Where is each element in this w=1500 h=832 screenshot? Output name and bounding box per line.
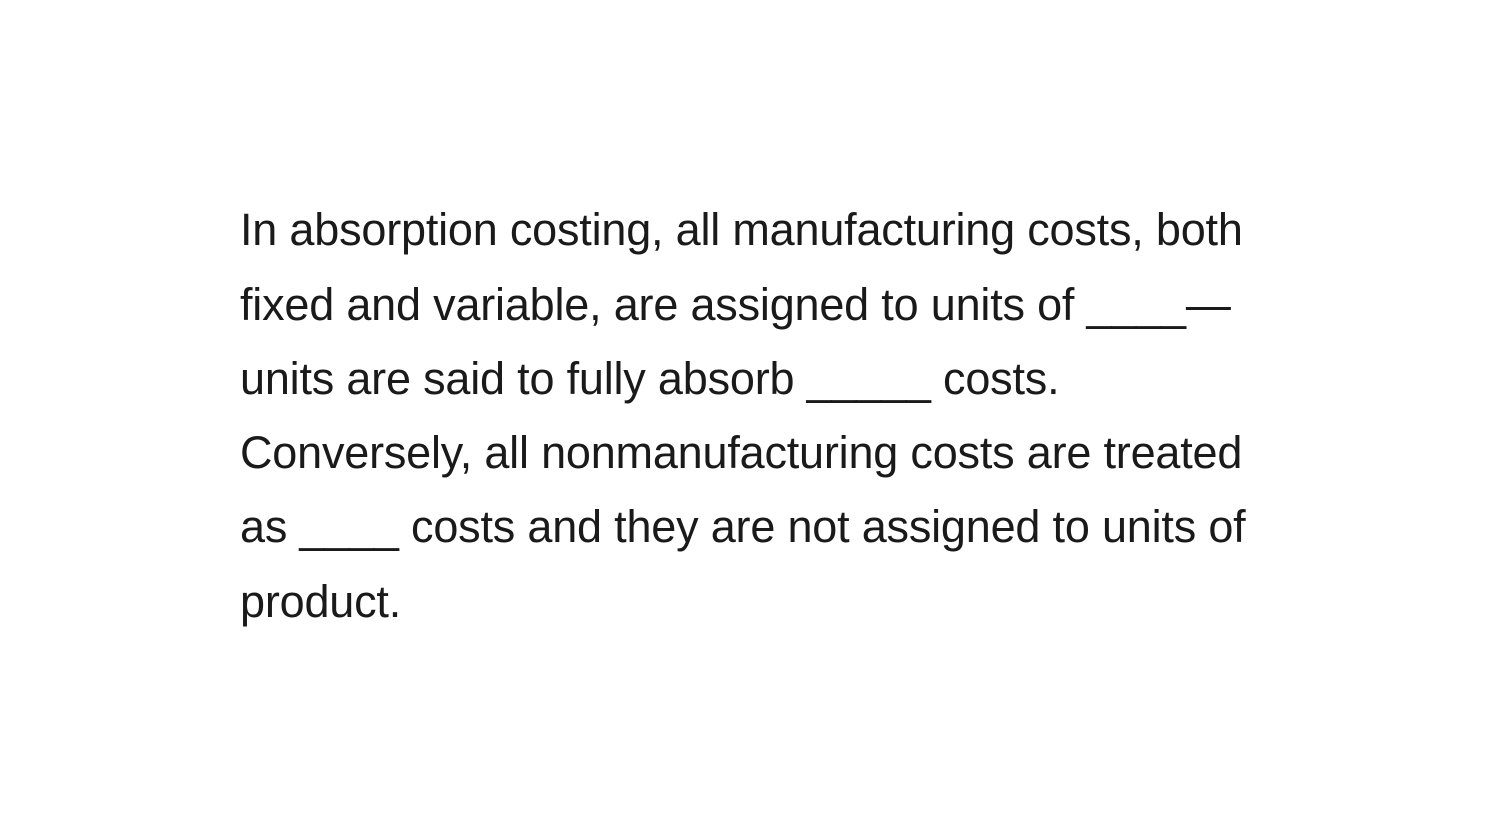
- text-container: In absorption costing, all manufacturing…: [200, 193, 1300, 639]
- paragraph-1: In absorption costing, all manufacturing…: [240, 193, 1260, 416]
- paragraph-2: Conversely, all nonmanufacturing costs a…: [240, 416, 1260, 639]
